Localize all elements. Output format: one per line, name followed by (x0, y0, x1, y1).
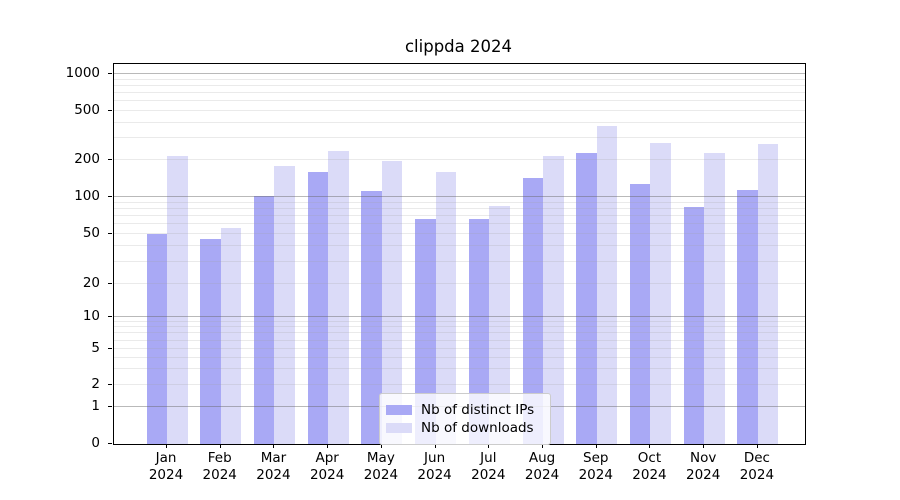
y-tick-label: 2 (91, 375, 100, 392)
x-tick-mark (649, 444, 651, 448)
gridline-minor (114, 92, 805, 94)
x-tick-mark (488, 444, 490, 448)
gridline-minor (114, 110, 805, 112)
bar-downloads-jul (489, 205, 510, 444)
x-tick-label: Feb 2024 (202, 450, 237, 483)
gridline-major (114, 196, 805, 197)
bar-ips-sep (576, 152, 597, 444)
x-tick-mark (542, 444, 544, 448)
plot-area: Nb of distinct IPs Nb of downloads (113, 63, 806, 445)
y-tick-mark (108, 383, 112, 385)
y-tick-label: 100 (74, 188, 100, 204)
x-tick-label: Sep 2024 (578, 450, 613, 483)
bar-ips-jul (468, 219, 490, 444)
x-tick-mark (273, 444, 275, 448)
gridline-minor (114, 137, 805, 139)
x-tick-label: Oct 2024 (632, 450, 667, 483)
x-tick-label: Jun 2024 (417, 450, 452, 483)
x-tick-label: Jul 2024 (471, 450, 506, 483)
legend-swatch-downloads (386, 423, 412, 433)
legend-item-distinct-ips: Nb of distinct IPs (386, 402, 542, 418)
y-tick-label: 20 (82, 274, 100, 291)
chart-title: clippda 2024 (404, 37, 512, 56)
y-tick-label: 5 (91, 340, 100, 356)
bar-ips-aug (522, 177, 544, 444)
bar-downloads-jun (435, 171, 457, 444)
bar-downloads-oct (650, 143, 671, 444)
y-tick-mark (108, 72, 112, 74)
bar-ips-dec (737, 190, 758, 444)
bar-ips-jun (415, 219, 436, 444)
bar-downloads-jan (167, 155, 188, 444)
bar-ips-apr (307, 171, 329, 444)
x-tick-label: Jan 2024 (148, 450, 184, 483)
y-tick-mark (108, 196, 112, 197)
y-tick-mark (108, 158, 112, 160)
gridline-minor (114, 84, 805, 86)
bar-ips-feb (200, 238, 221, 444)
y-tick-mark (108, 443, 112, 444)
x-tick-mark (327, 444, 329, 448)
y-tick-label: 1 (91, 397, 100, 414)
x-tick-mark (380, 444, 382, 448)
legend-label-distinct-ips: Nb of distinct IPs (421, 402, 535, 418)
y-tick-mark (108, 233, 112, 234)
gridline-minor (114, 121, 805, 123)
x-tick-label: May 2024 (363, 450, 399, 483)
x-tick-label: Apr 2024 (309, 450, 345, 483)
gridline-minor (114, 201, 805, 203)
bar-downloads-feb (220, 227, 242, 444)
bar-ips-jan (146, 234, 167, 444)
bar-ips-mar (253, 196, 275, 444)
legend: Nb of distinct IPs Nb of downloads (379, 393, 551, 445)
x-tick-label: Aug 2024 (524, 450, 560, 483)
bar-downloads-mar (274, 165, 295, 444)
gridline-minor (114, 78, 805, 80)
y-tick-mark (108, 348, 112, 349)
y-tick-label: 10 (82, 308, 100, 324)
y-tick-label: 1000 (65, 64, 100, 81)
gridline-minor (114, 100, 805, 102)
y-tick-label: 0 (91, 435, 100, 451)
bar-downloads-apr (328, 150, 349, 444)
y-tick-mark (108, 405, 112, 407)
x-tick-mark (595, 444, 597, 448)
x-tick-label: Dec 2024 (739, 450, 775, 483)
x-tick-label: Mar 2024 (256, 450, 291, 483)
y-tick-label: 200 (74, 150, 100, 167)
legend-label-downloads: Nb of downloads (421, 420, 534, 436)
y-tick-label: 500 (74, 102, 100, 118)
x-tick-mark (434, 444, 436, 448)
bar-downloads-sep (596, 125, 618, 444)
y-tick-mark (108, 282, 112, 284)
y-tick-label: 50 (82, 225, 100, 241)
bar-downloads-may (381, 160, 403, 444)
bar-ips-nov (683, 206, 705, 444)
bar-ips-may (361, 190, 382, 444)
bar-downloads-dec (757, 143, 779, 444)
x-tick-label: Nov 2024 (686, 450, 721, 483)
legend-item-downloads: Nb of downloads (386, 420, 542, 436)
x-tick-mark (166, 444, 167, 448)
x-tick-mark (756, 444, 758, 448)
y-tick-mark (108, 110, 112, 111)
gridline-major (114, 73, 805, 74)
gridline-minor (114, 159, 805, 160)
y-tick-mark (108, 316, 112, 317)
x-tick-mark (703, 444, 705, 448)
bar-downloads-aug (543, 156, 564, 444)
x-tick-mark (219, 444, 221, 448)
legend-swatch-distinct-ips (386, 405, 412, 415)
bar-ips-oct (629, 183, 651, 444)
bar-downloads-nov (704, 152, 725, 444)
